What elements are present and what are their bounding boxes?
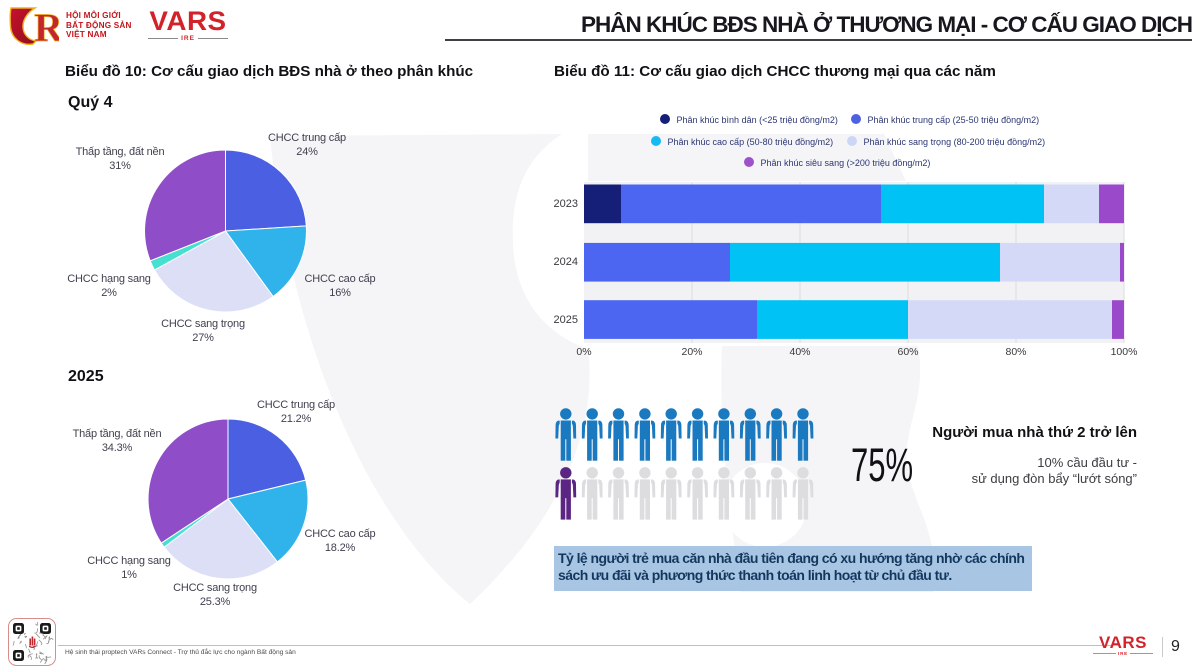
svg-text:2024: 2024 [554, 256, 578, 268]
svg-text:20%: 20% [681, 346, 702, 358]
svg-text:60%: 60% [897, 346, 918, 358]
svg-text:0%: 0% [576, 346, 591, 358]
svg-text:40%: 40% [789, 346, 810, 358]
svg-text:80%: 80% [1005, 346, 1026, 358]
svg-text:R: R [34, 5, 59, 45]
svg-text:100%: 100% [1111, 346, 1138, 358]
svg-text:2025: 2025 [554, 314, 578, 326]
svg-text:2023: 2023 [554, 198, 578, 210]
